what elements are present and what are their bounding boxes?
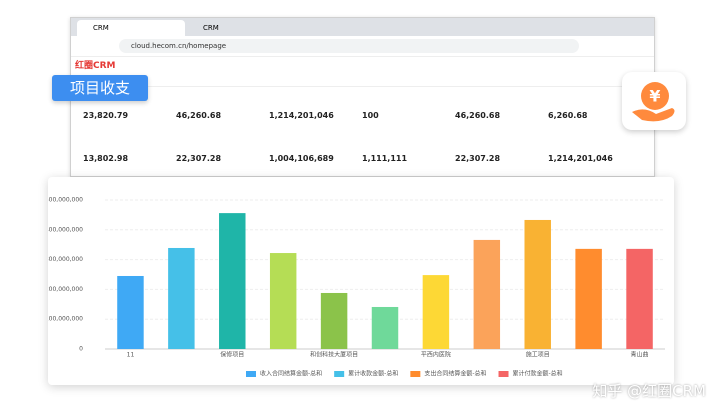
y-tick-label: 500,000,000	[48, 197, 83, 204]
icon: ¥	[632, 82, 675, 122]
icon-symbol: ¥	[649, 87, 660, 106]
stat-value: 1,004,106,689	[269, 154, 334, 163]
stat-value: 6,260.68	[548, 111, 588, 120]
x-tick-label: 11	[127, 352, 135, 359]
legend-swatch	[334, 371, 345, 377]
bar	[269, 253, 297, 349]
stat-value: 1,214,201,046	[269, 111, 334, 120]
y-tick-label: 0	[79, 346, 83, 353]
x-tick-label: 和创科技大厦项目	[310, 351, 358, 359]
chart: 0 100,000,000 200,000,000 300,000,000 400,00…	[45, 197, 665, 378]
watermark: 知乎 @红圈CRM	[592, 382, 706, 400]
bar	[219, 213, 246, 349]
y-tick-label: 100,000,000	[48, 316, 83, 323]
address-bar[interactable]: cloud.hecom.cn/homepage	[119, 39, 579, 53]
legend-swatch	[410, 371, 421, 377]
bar	[117, 275, 144, 349]
legend-swatch	[498, 371, 509, 377]
bar	[626, 248, 653, 349]
x-tick-label: 青山曲	[631, 351, 649, 359]
bar	[524, 219, 551, 349]
stat-value: 1,111,111	[362, 154, 408, 163]
browser-window: CRM CRM cloud.hecom.cn/homepage 红圈CRM 23…	[70, 17, 655, 177]
y-tick-label: 200,000,000	[48, 286, 83, 293]
stat-value: 1,214,201,046	[548, 154, 613, 163]
legend-label: 累计付款金额-总和	[513, 370, 563, 378]
bar	[422, 275, 450, 349]
y-tick-label: 400,000,000	[48, 226, 83, 233]
y-tick-label: 300,000,000	[48, 256, 83, 263]
chart-card: 0 100,000,000 200,000,000 300,000,000 400,00…	[45, 177, 674, 385]
legend-label: 支出合同结算金额-总和	[424, 370, 486, 378]
browser-tab[interactable]: CRM	[203, 24, 219, 32]
stat-value: 46,260.68	[176, 111, 222, 120]
icon-card: ¥	[622, 72, 686, 130]
hand	[632, 108, 675, 122]
stat-value: 23,820.79	[83, 111, 129, 120]
bar	[575, 248, 602, 349]
stat-value: 46,260.68	[455, 111, 501, 120]
legend-label: 累计收款金额-总和	[348, 370, 398, 378]
bar	[473, 239, 501, 349]
tab-bar	[71, 18, 654, 36]
address-row: cloud.hecom.cn/homepage	[71, 36, 654, 57]
stat-value: 13,802.98	[83, 154, 129, 163]
legend-label: 收入合同结算金额-总和	[260, 370, 322, 378]
stat-value: 100	[362, 111, 379, 120]
bar	[371, 306, 399, 349]
legend-swatch	[246, 371, 256, 377]
bar	[168, 247, 195, 349]
bar	[320, 292, 348, 349]
x-tick-label: 施工项目	[526, 351, 550, 359]
badge: 项目收支	[52, 75, 148, 101]
nav-bar	[71, 72, 654, 87]
browser-tab[interactable]: CRM	[77, 20, 185, 36]
x-tick-label: 平西内医院	[421, 351, 451, 359]
x-tick-label: 保修项目	[220, 351, 244, 359]
app-logo[interactable]: 红圈CRM	[75, 61, 116, 71]
coin	[641, 82, 669, 110]
stat-value: 22,307.28	[176, 154, 222, 163]
stat-value: 22,307.28	[455, 154, 501, 163]
